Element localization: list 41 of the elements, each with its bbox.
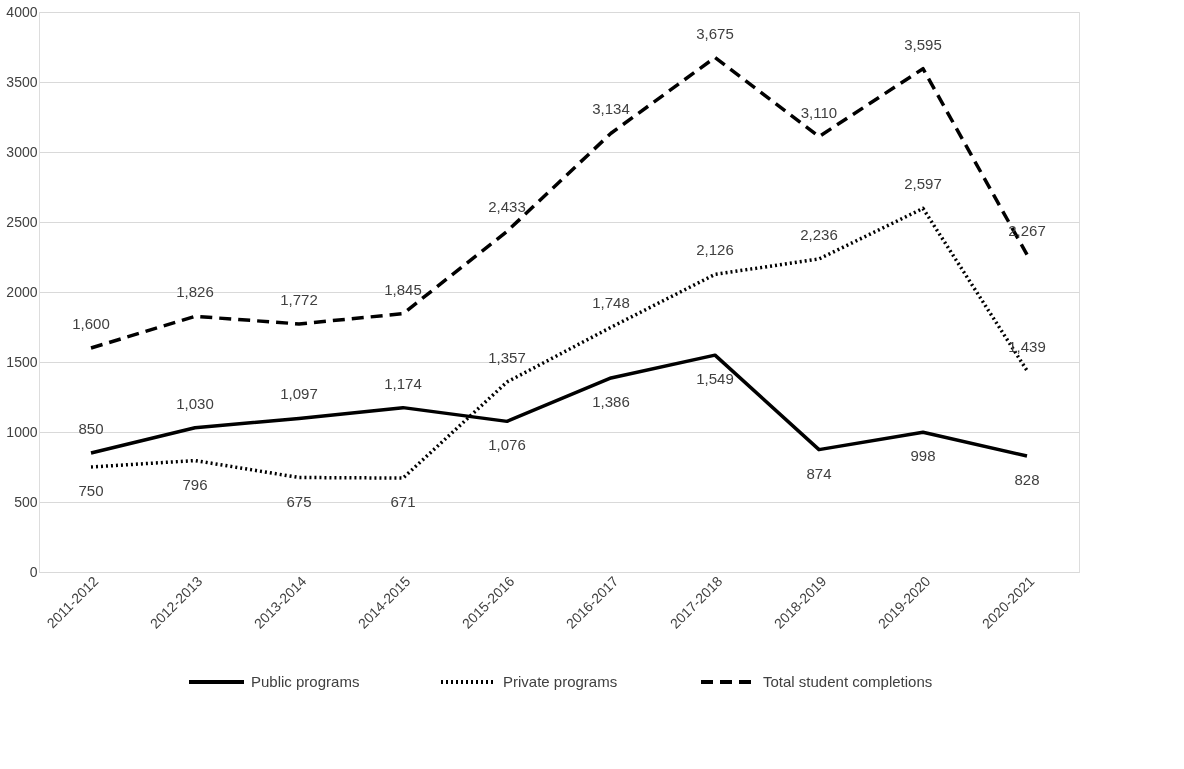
data-label: 1,174 — [384, 374, 422, 392]
data-label: 3,675 — [696, 24, 734, 42]
legend-label: Private programs — [503, 673, 618, 690]
data-label: 998 — [910, 447, 936, 465]
data-label: 1,600 — [72, 315, 110, 332]
y-tick-label: 2500 — [6, 213, 38, 230]
y-tick-label: 500 — [14, 493, 38, 510]
data-label: 2,236 — [800, 225, 838, 243]
data-label: 1,772 — [280, 290, 318, 308]
y-tick-label: 0 — [29, 563, 38, 580]
data-label: 1,097 — [280, 385, 318, 403]
y-tick-label: 3500 — [6, 73, 38, 90]
data-label: 796 — [182, 475, 208, 493]
data-label: 1,826 — [176, 283, 214, 301]
y-tick-label: 1500 — [6, 353, 38, 370]
data-label: 1,845 — [384, 280, 422, 298]
data-label: 1,386 — [592, 392, 630, 410]
legend-label: Public programs — [251, 673, 360, 690]
data-label: 750 — [78, 482, 104, 499]
data-label: 1,076 — [488, 436, 526, 454]
data-label: 671 — [390, 493, 416, 511]
data-label: 1,030 — [176, 394, 214, 412]
data-label: 2,433 — [488, 198, 526, 216]
y-tick-label: 3000 — [6, 143, 38, 160]
data-label: 3,110 — [800, 103, 838, 121]
data-label: 1,357 — [488, 349, 526, 367]
data-label: 874 — [806, 464, 832, 482]
data-label: 3,134 — [592, 100, 630, 118]
data-label: 1,549 — [696, 370, 734, 388]
legend-label: Total student completions — [763, 673, 933, 690]
data-label: 828 — [1014, 471, 1040, 489]
data-label: 1,439 — [1008, 337, 1046, 355]
data-label: 3,595 — [904, 35, 942, 53]
data-label: 1,748 — [592, 294, 630, 312]
data-label: 675 — [286, 492, 312, 510]
y-tick-label: 1000 — [6, 423, 38, 440]
data-label: 2,126 — [696, 241, 734, 259]
data-label: 850 — [78, 420, 104, 437]
y-tick-label: 4000 — [6, 3, 38, 20]
data-label: 2,597 — [904, 175, 942, 193]
y-tick-label: 2000 — [6, 283, 38, 300]
